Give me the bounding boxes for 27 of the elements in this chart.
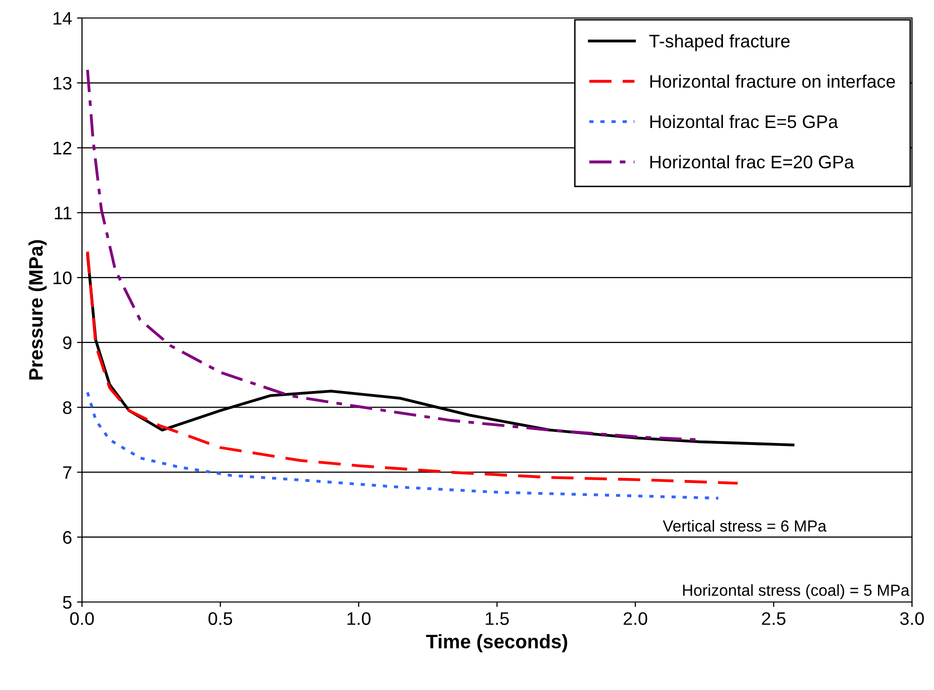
x-axis-title: Time (seconds) <box>426 634 568 652</box>
x-tick-label: 1.0 <box>347 612 371 625</box>
y-tick-label: 13 <box>54 76 72 90</box>
y-tick-label: 8 <box>63 401 72 414</box>
legend-label: Horizontal frac E=20 GPa <box>650 155 854 168</box>
legend-label: Hoizontal frac E=5 GPa <box>650 114 838 128</box>
y-tick-label: 10 <box>54 271 72 284</box>
legend-label: T-shaped fracture <box>649 34 790 52</box>
line-series <box>86 391 720 500</box>
legend-label: Horizontal fracture on interface <box>650 74 895 88</box>
x-tick-label: 0.0 <box>70 612 94 625</box>
y-tick-label: 7 <box>63 466 72 479</box>
x-tick-label: 2.5 <box>762 612 786 625</box>
x-tick-label: 3.0 <box>900 612 924 625</box>
y-tick-label: 14 <box>54 12 72 25</box>
y-tick-label: 9 <box>63 336 72 350</box>
y-axis-title: Pressure (MPa) <box>28 240 47 380</box>
x-tick-label: 0.5 <box>208 612 232 625</box>
y-tick-label: 11 <box>54 206 72 220</box>
y-tick-label: 12 <box>54 142 72 154</box>
line-series <box>86 250 740 485</box>
annotation: Vertical stress = 6 MPa <box>662 520 827 532</box>
annotation: Horizontal stress (coal) = 5 MPa <box>683 584 910 600</box>
x-tick-label: 2.0 <box>624 612 648 625</box>
y-tick-label: 6 <box>63 531 72 544</box>
y-tick-label: 5 <box>62 596 72 609</box>
x-tick-label: 1.5 <box>486 612 509 625</box>
